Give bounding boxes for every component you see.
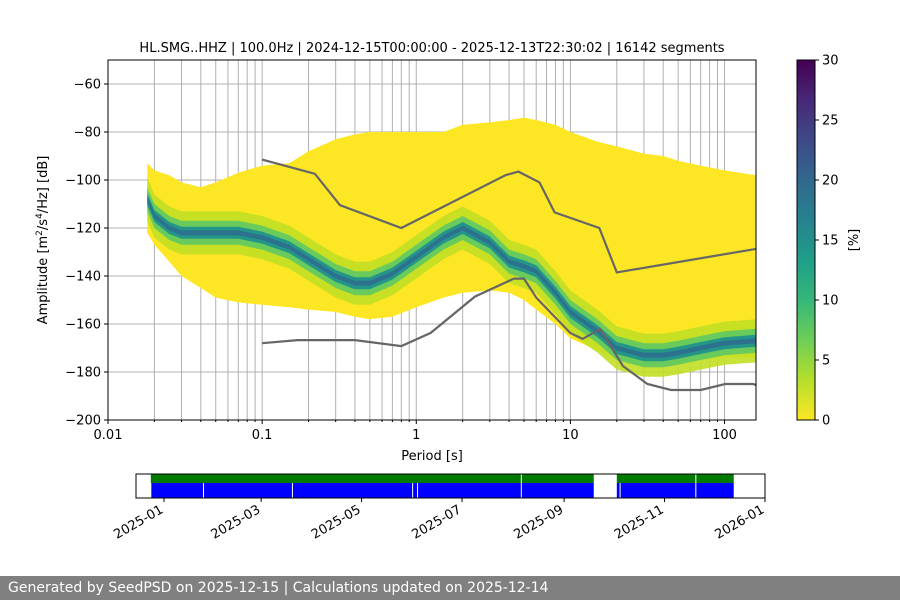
- y-tick-label: −120: [65, 222, 101, 237]
- colorbar-tick-label: 30: [822, 54, 839, 69]
- psd-figure: HL.SMG..HHZ | 100.0Hz | 2024-12-15T00:00…: [35, 41, 862, 543]
- x-tick-label: 0.1: [252, 428, 273, 443]
- y-tick-label: −160: [65, 318, 101, 333]
- x-tick-label: 10: [562, 428, 579, 443]
- noise-model-nhnm: [261, 158, 756, 274]
- density-heatmap: [147, 117, 756, 377]
- data-availability-timeline: 2025-01 2025-03 2025-05 2025-07 2025-09 2025-…: [111, 473, 767, 543]
- y-axis-label: Amplitude [m2/s4/Hz] [dB]: [35, 156, 51, 325]
- x-tick-label: 0.01: [94, 428, 123, 443]
- colorbar-gradient: [796, 59, 816, 421]
- psd-plot-area: 0.01 0.1 1 10 100 −60 −80 −100 −120 −140 −160 −180 −…: [65, 59, 757, 443]
- timeline-tick-label: 2025-01: [111, 502, 166, 542]
- y-tick-label: −200: [65, 414, 101, 429]
- timeline-tick-label: 2025-03: [209, 502, 264, 542]
- colorbar-tick-label: 25: [822, 114, 839, 129]
- chart-title: HL.SMG..HHZ | 100.0Hz | 2024-12-15T00:00…: [139, 41, 724, 56]
- timeline-tick-label: 2025-11: [612, 502, 667, 542]
- timeline-tick-label: 2025-09: [512, 502, 567, 542]
- y-tick-label: −60: [74, 78, 101, 93]
- colorbar-tick-label: 10: [822, 294, 839, 309]
- footer-text: Generated by SeedPSD on 2025-12-15 | Cal…: [0, 576, 900, 600]
- y-tick-label: −80: [74, 126, 101, 141]
- colorbar-tick-label: 5: [822, 354, 830, 369]
- timeline-green-bar: [150, 474, 594, 483]
- timeline-blue-bar: [150, 483, 594, 498]
- timeline-tick-label: 2025-07: [409, 502, 464, 542]
- y-tick-label: −140: [65, 270, 101, 285]
- timeline-border: [135, 473, 766, 499]
- timeline-tick-label: 2025-05: [309, 502, 364, 542]
- x-axis-label: Period [s]: [401, 449, 463, 464]
- density-band-high: [147, 193, 756, 362]
- y-tick-label: −180: [65, 366, 101, 381]
- colorbar-tick-label: 0: [822, 414, 830, 429]
- y-tick-label: −100: [65, 174, 101, 189]
- colorbar-tick-label: 15: [822, 234, 839, 249]
- colorbar-tick-label: 20: [822, 174, 839, 189]
- colorbar: 0 5 10 15 20 25 30: [796, 54, 839, 429]
- plot-frame: [107, 59, 757, 421]
- noise-model-nlnm: [262, 277, 756, 392]
- x-tick-label: 100: [712, 428, 737, 443]
- timeline-green-bar: [616, 474, 734, 483]
- timeline-tick-label: 2026-01: [712, 502, 767, 542]
- x-tick-label: 1: [412, 428, 420, 443]
- colorbar-label: [%]: [847, 229, 862, 252]
- timeline-blue-bar: [616, 483, 734, 498]
